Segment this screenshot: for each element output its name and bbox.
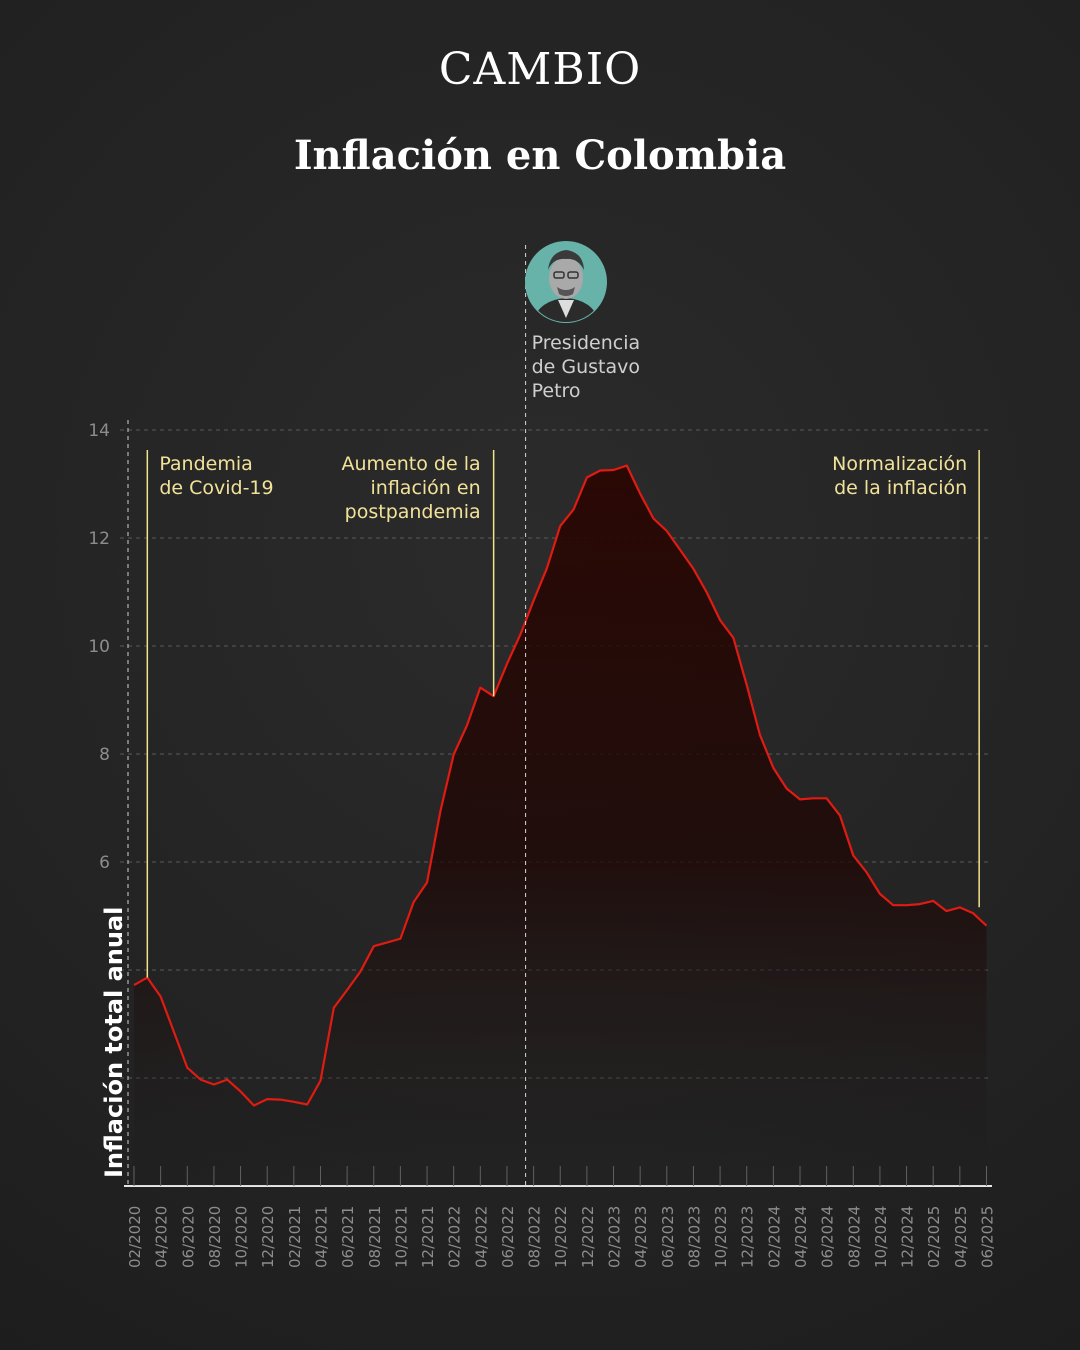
x-tick-label: 06/2022 (499, 1206, 517, 1268)
annotation-postpandemia: inflación en (371, 477, 481, 499)
x-tick-label: 08/2022 (526, 1206, 544, 1268)
x-tick-label: 08/2024 (845, 1206, 863, 1268)
annotation-petro: Petro (532, 380, 581, 402)
x-tick-label: 04/2020 (153, 1206, 171, 1268)
tick-labels: 14 12 10 8 6 02/2020 04/2020 06/2020 08/2020 10/2… (88, 421, 996, 1268)
annotation-postpandemia: postpandemia (345, 501, 481, 523)
x-tick-label: 08/2023 (685, 1206, 703, 1268)
x-tick-label: 02/2021 (286, 1206, 304, 1268)
x-tick-label: 02/2020 (126, 1206, 144, 1268)
x-tick-label: 10/2023 (712, 1206, 730, 1268)
x-tick-label: 08/2020 (206, 1206, 224, 1268)
x-tick-label: 10/2020 (233, 1206, 251, 1268)
y-tick-label: 8 (99, 745, 110, 765)
y-tick-label: 10 (88, 637, 110, 657)
x-tick-label: 08/2021 (366, 1206, 384, 1268)
x-tick-label: 02/2025 (925, 1206, 943, 1268)
y-axis-label: Inflación total anual (100, 907, 128, 1178)
x-tick-label: 02/2024 (765, 1206, 783, 1268)
x-tick-label: 06/2020 (179, 1206, 197, 1268)
x-tick-label: 02/2023 (606, 1206, 624, 1268)
x-tick-label: 02/2022 (446, 1206, 464, 1268)
annotation-petro: de Gustavo (532, 356, 640, 378)
x-tick-label: 04/2023 (632, 1206, 650, 1268)
x-tick-label: 06/2025 (978, 1206, 996, 1268)
y-tick-label: 14 (88, 421, 110, 441)
x-tick-label: 06/2024 (819, 1206, 837, 1268)
x-tick-label: 12/2020 (259, 1206, 277, 1268)
x-tick-label: 10/2022 (552, 1206, 570, 1268)
x-tick-label: 12/2021 (419, 1206, 437, 1268)
x-tick-label: 04/2021 (312, 1206, 330, 1268)
annotation-covid: Pandemia (159, 453, 252, 475)
x-tick-label: 12/2024 (899, 1206, 917, 1268)
x-tick-label: 04/2025 (952, 1206, 970, 1268)
inflation-area-fill (134, 465, 987, 1187)
x-tick-label: 04/2022 (472, 1206, 490, 1268)
annotation-normalizacion: de la inflación (834, 477, 967, 499)
annotation-covid: de Covid-19 (159, 477, 273, 499)
annotation-petro: Presidencia (532, 332, 641, 354)
x-tick-label: 06/2021 (339, 1206, 357, 1268)
x-tick-label: 10/2024 (872, 1206, 890, 1268)
annotation-normalizacion: Normalización (832, 453, 967, 475)
brand-logo: CAMBIO (438, 44, 642, 95)
y-tick-label: 6 (99, 853, 110, 873)
y-tick-label: 12 (88, 529, 110, 549)
x-tick-label: 12/2023 (739, 1206, 757, 1268)
chart-title: Inflación en Colombia (293, 132, 787, 179)
inflation-line (133, 464, 988, 1107)
x-tick-label: 06/2023 (659, 1206, 677, 1268)
x-tick-label: 10/2021 (392, 1206, 410, 1268)
annotation-postpandemia: Aumento de la (342, 453, 481, 475)
x-tick-label: 04/2024 (792, 1206, 810, 1268)
x-tick-label: 12/2022 (579, 1206, 597, 1268)
portrait-icon (525, 241, 607, 323)
inflation-area (133, 464, 988, 1187)
